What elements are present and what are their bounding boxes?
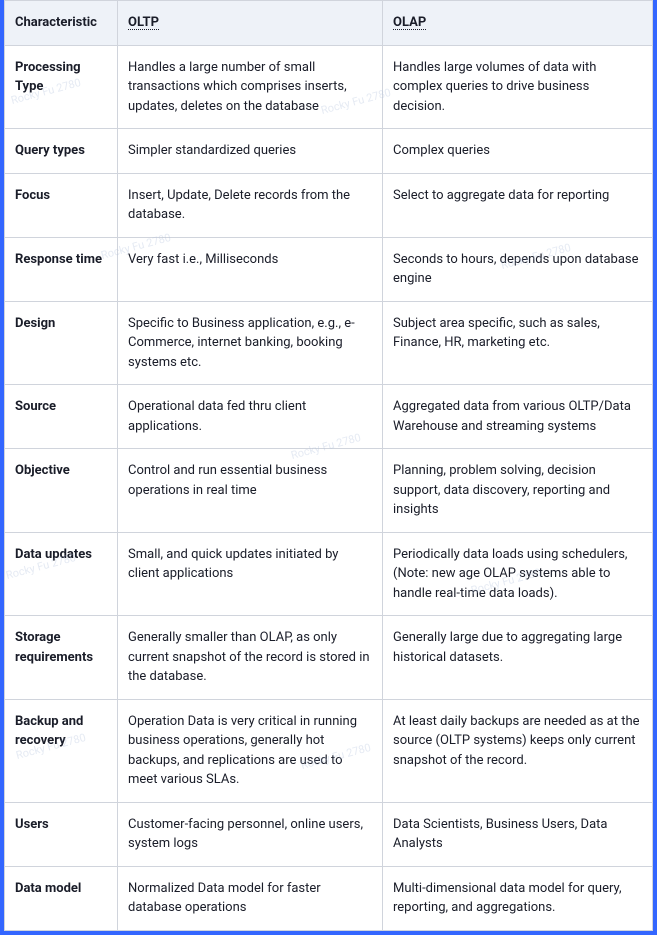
cell-olap: Planning, problem solving, decision supp… xyxy=(383,449,653,533)
cell-oltp: Operation Data is very critical in runni… xyxy=(118,699,383,802)
cell-olap: Complex queries xyxy=(383,129,653,174)
table-container: Characteristic OLTP OLAP Processing Type… xyxy=(0,0,657,935)
cell-olap: Data Scientists, Business Users, Data An… xyxy=(383,802,653,866)
cell-olap: Seconds to hours, depends upon database … xyxy=(383,237,653,301)
table-row: Focus Insert, Update, Delete records fro… xyxy=(5,173,653,237)
cell-olap: Multi-dimensional data model for query, … xyxy=(383,866,653,930)
cell-oltp: Small, and quick updates initiated by cl… xyxy=(118,532,383,616)
cell-characteristic: Data updates xyxy=(5,532,118,616)
cell-oltp: Normalized Data model for faster databas… xyxy=(118,866,383,930)
cell-characteristic: Response time xyxy=(5,237,118,301)
cell-oltp: Specific to Business application, e.g., … xyxy=(118,301,383,385)
cell-oltp: Very fast i.e., Milliseconds xyxy=(118,237,383,301)
cell-characteristic: Design xyxy=(5,301,118,385)
header-olap: OLAP xyxy=(383,1,653,46)
cell-olap: Periodically data loads using schedulers… xyxy=(383,532,653,616)
table-row: Response time Very fast i.e., Millisecon… xyxy=(5,237,653,301)
table-row: Objective Control and run essential busi… xyxy=(5,449,653,533)
cell-oltp: Generally smaller than OLAP, as only cur… xyxy=(118,616,383,700)
cell-oltp: Control and run essential business opera… xyxy=(118,449,383,533)
cell-oltp: Operational data fed thru client applica… xyxy=(118,385,383,449)
cell-characteristic: Storage requirements xyxy=(5,616,118,700)
cell-characteristic: Objective xyxy=(5,449,118,533)
header-characteristic: Characteristic xyxy=(5,1,118,46)
table-header-row: Characteristic OLTP OLAP xyxy=(5,1,653,46)
cell-characteristic: Processing Type xyxy=(5,45,118,129)
cell-oltp: Handles a large number of small transact… xyxy=(118,45,383,129)
cell-oltp: Insert, Update, Delete records from the … xyxy=(118,173,383,237)
comparison-table-wrapper: Characteristic OLTP OLAP Processing Type… xyxy=(0,0,657,935)
cell-olap: Generally large due to aggregating large… xyxy=(383,616,653,700)
cell-olap: Subject area specific, such as sales, Fi… xyxy=(383,301,653,385)
table-row: Data model Normalized Data model for fas… xyxy=(5,866,653,930)
cell-characteristic: Focus xyxy=(5,173,118,237)
cell-characteristic: Backup and recovery xyxy=(5,699,118,802)
table-row: Query types Simpler standardized queries… xyxy=(5,129,653,174)
table-row: Backup and recovery Operation Data is ve… xyxy=(5,699,653,802)
cell-characteristic: Source xyxy=(5,385,118,449)
cell-characteristic: Data model xyxy=(5,866,118,930)
cell-characteristic: Users xyxy=(5,802,118,866)
cell-olap: Aggregated data from various OLTP/Data W… xyxy=(383,385,653,449)
table-row: Users Customer-facing personnel, online … xyxy=(5,802,653,866)
cell-oltp: Simpler standardized queries xyxy=(118,129,383,174)
table-row: Design Specific to Business application,… xyxy=(5,301,653,385)
table-row: Source Operational data fed thru client … xyxy=(5,385,653,449)
cell-oltp: Customer-facing personnel, online users,… xyxy=(118,802,383,866)
comparison-table: Characteristic OLTP OLAP Processing Type… xyxy=(4,0,653,931)
header-oltp: OLTP xyxy=(118,1,383,46)
table-row: Data updates Small, and quick updates in… xyxy=(5,532,653,616)
cell-characteristic: Query types xyxy=(5,129,118,174)
cell-olap: Handles large volumes of data with compl… xyxy=(383,45,653,129)
table-body: Processing Type Handles a large number o… xyxy=(5,45,653,930)
table-row: Processing Type Handles a large number o… xyxy=(5,45,653,129)
cell-olap: Select to aggregate data for reporting xyxy=(383,173,653,237)
table-row: Storage requirements Generally smaller t… xyxy=(5,616,653,700)
cell-olap: At least daily backups are needed as at … xyxy=(383,699,653,802)
